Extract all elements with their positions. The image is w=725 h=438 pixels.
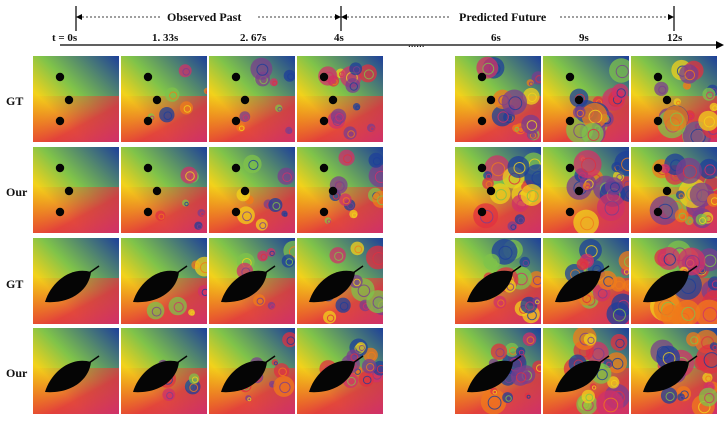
time-label-3: 4s	[334, 32, 344, 44]
time-label-1: 1. 33s	[152, 32, 179, 44]
predicted-future-label: Predicted Future	[459, 10, 547, 24]
time-gap-dots: ......	[408, 38, 425, 50]
flow-panel-r2-c5	[455, 147, 541, 233]
time-label-0: t = 0s	[52, 32, 78, 44]
flow-panel-r2-c3	[209, 147, 295, 233]
time-label-6: 12s	[667, 32, 683, 44]
flow-panel-r1-c4	[297, 56, 383, 142]
flow-panel-r4-c7	[631, 328, 717, 414]
time-axis-arrow	[716, 41, 724, 49]
flow-panel-r4-c5	[455, 328, 541, 414]
flow-panel-r3-c5	[455, 238, 541, 324]
flow-panel-r3-c7	[631, 238, 717, 324]
flow-panel-r2-c2	[121, 147, 207, 233]
time-label-5: 9s	[579, 32, 589, 44]
flow-panel-r2-c7	[631, 147, 717, 233]
timeline-axis	[60, 6, 724, 49]
predicted-left-arrowhead	[341, 14, 347, 20]
flow-panel-r3-c1	[33, 238, 119, 324]
observed-right-arrowhead	[335, 14, 341, 20]
time-label-2: 2. 67s	[240, 32, 267, 44]
flow-panel-r2-c4	[297, 147, 383, 233]
flow-panel-r4-c3	[209, 328, 295, 414]
flow-panel-r1-c5	[455, 56, 541, 142]
observed-left-arrowhead	[76, 14, 82, 20]
flow-panel-r2-c6	[543, 147, 629, 233]
flow-panel-r3-c4	[297, 238, 383, 324]
row-label-1: GT	[6, 94, 24, 108]
flow-panel-r4-c2	[121, 328, 207, 414]
flow-panel-r2-c1	[33, 147, 119, 233]
flow-panel-r1-c2	[121, 56, 207, 142]
observed-past-label: Observed Past	[167, 10, 242, 24]
flow-panel-r4-c1	[33, 328, 119, 414]
flow-panel-r4-c6	[543, 328, 629, 414]
flow-panel-r1-c1	[33, 56, 119, 142]
flow-panel-r1-c6	[543, 56, 629, 142]
flow-panel-r4-c4	[297, 328, 383, 414]
flow-panel-r3-c2	[121, 238, 207, 324]
row-label-2: Our	[6, 185, 28, 199]
predicted-right-arrowhead	[668, 14, 674, 20]
flow-panel-r3-c3	[209, 238, 295, 324]
row-label-4: Our	[6, 366, 28, 380]
flow-panel-r1-c3	[209, 56, 295, 142]
flow-panel-r3-c6	[543, 238, 629, 324]
flow-panel-r1-c7	[631, 56, 717, 142]
row-label-3: GT	[6, 277, 24, 291]
time-label-4: 6s	[491, 32, 501, 44]
